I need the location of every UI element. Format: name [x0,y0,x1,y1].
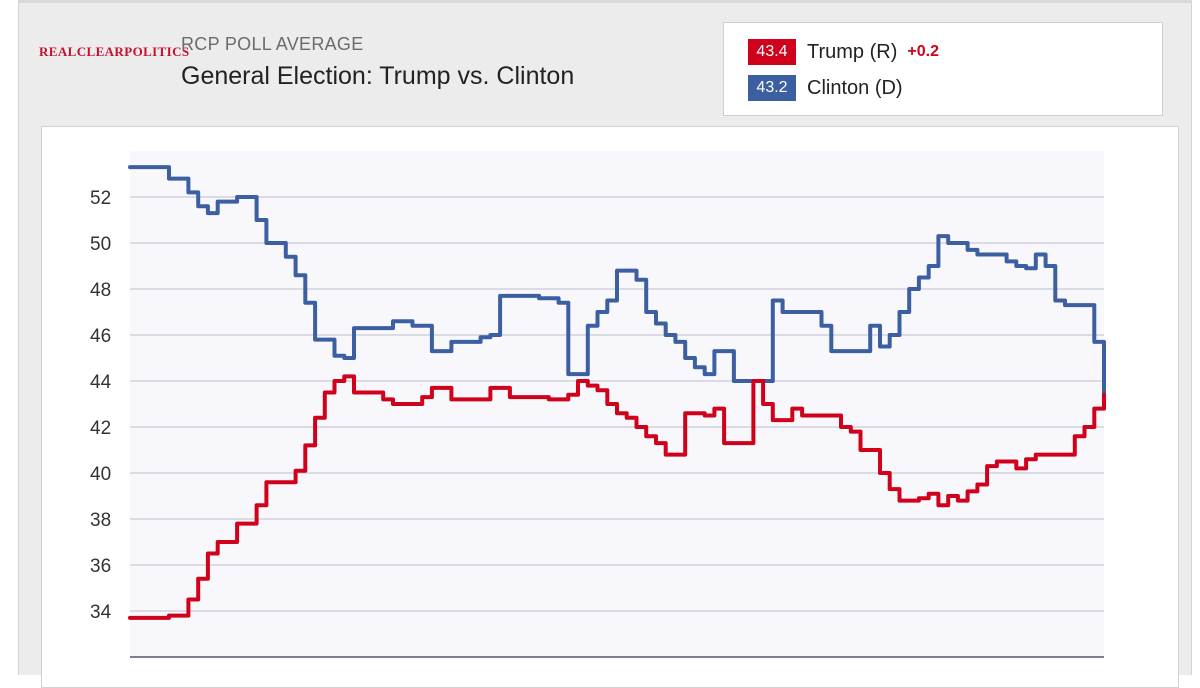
clinton-label: Clinton (D) [807,76,903,99]
realclearpolitics-logo[interactable]: REALCLEARPOLITICS [39,44,190,59]
clinton-value-badge: 43.2 [748,75,796,101]
y-tick-label: 40 [90,464,111,485]
legend-item-clinton[interactable]: 43.2 Clinton (D) [748,75,903,101]
clinton-series-line [128,165,1106,402]
y-tick-label: 52 [90,188,111,209]
trump-label: Trump (R) [807,40,898,63]
y-tick-label: 34 [90,602,112,623]
y-tick-label: 42 [90,418,111,439]
y-tick-label: 36 [90,556,111,577]
y-tick-label: 50 [90,234,111,255]
poll-average-subtitle: RCP POLL AVERAGE [181,34,364,54]
y-tick-label: 46 [90,326,111,347]
rcp-widget: REALCLEARPOLITICS RCP POLL AVERAGE Gener… [18,0,1192,688]
top-border [19,0,1191,3]
legend-item-trump[interactable]: 43.4 Trump (R) +0.2 [748,39,939,65]
line-chart: 34 36 38 40 42 44 46 48 50 52 [90,151,1106,658]
trump-series-line [128,374,1106,620]
y-tick-label: 38 [90,510,111,531]
chart-card: 34 36 38 40 42 44 46 48 50 52 [41,126,1179,688]
page-title: General Election: Trump vs. Clinton [181,62,575,90]
y-tick-label: 48 [90,280,111,301]
y-tick-label: 44 [90,372,112,393]
trump-lead-change: +0.2 [907,43,939,60]
chart-legend: 43.4 Trump (R) +0.2 43.2 Clinton (D) [723,22,1163,116]
trump-value-badge: 43.4 [748,39,796,65]
